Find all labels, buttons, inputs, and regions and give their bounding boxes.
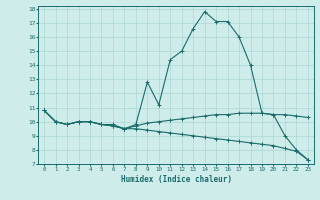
X-axis label: Humidex (Indice chaleur): Humidex (Indice chaleur): [121, 175, 231, 184]
